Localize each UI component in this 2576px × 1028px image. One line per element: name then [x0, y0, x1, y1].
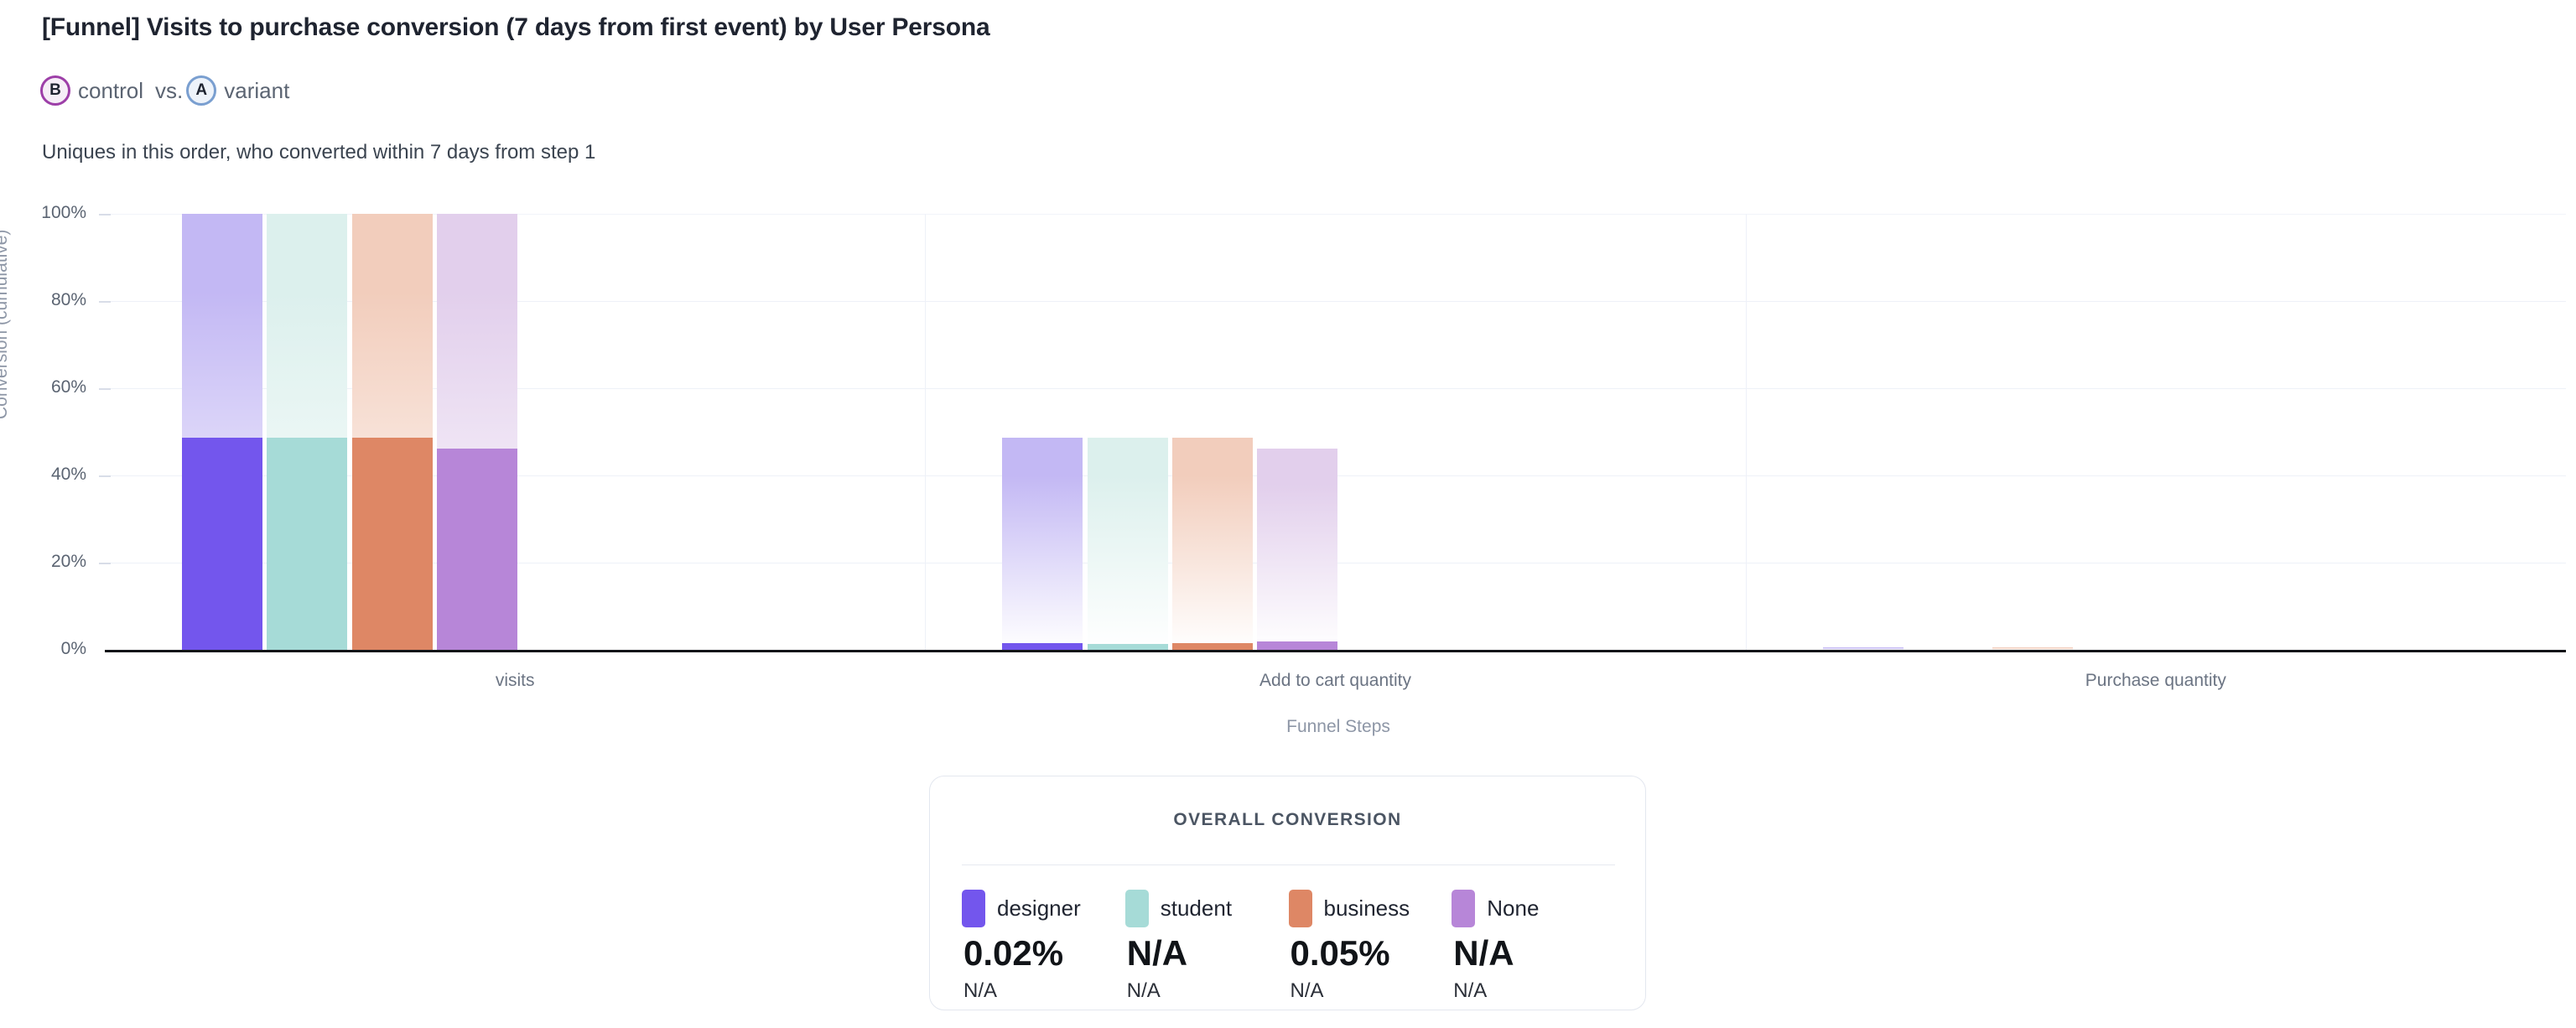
y-tick-mark: [99, 475, 111, 477]
x-tick-label: Add to cart quantity: [1259, 671, 1411, 690]
legend-item-head: None: [1452, 890, 1539, 927]
y-tick-label: 20%: [50, 552, 86, 571]
legend-conversion-value: N/A: [1453, 933, 1514, 973]
variant-a-label: variant: [224, 77, 290, 103]
bar-designer-1[interactable]: [1002, 643, 1083, 650]
bar-business-0[interactable]: [351, 438, 433, 650]
legend-color-swatch: [962, 890, 985, 927]
legend-item[interactable]: None N/A N/A: [1452, 890, 1615, 1001]
legend-series-name: designer: [997, 896, 1081, 921]
legend-conversion-value: N/A: [1126, 933, 1188, 973]
legend-item[interactable]: business 0.05% N/A: [1288, 890, 1452, 1002]
y-tick-label: 100%: [41, 203, 86, 222]
legend-color-swatch: [1124, 890, 1149, 927]
legend-conversion-value: 0.05%: [1290, 933, 1390, 973]
y-tick-mark: [99, 301, 111, 303]
legend-conversion-sub: N/A: [1290, 979, 1324, 1002]
vs-separator: vs.: [155, 77, 184, 103]
overall-conversion-card: OVERALL CONVERSION designer 0.02% N/A stude…: [929, 776, 1646, 1010]
legend-items: designer 0.02% N/A student N/A N/A business 0.0…: [962, 890, 1615, 1001]
bar-none-1[interactable]: [1257, 641, 1338, 650]
ghost-bar-designer-2[interactable]: [1822, 646, 1903, 650]
variant-b-label: control: [78, 77, 144, 103]
ghost-bar-none-1[interactable]: [1257, 448, 1338, 650]
x-axis-line: [105, 650, 2566, 652]
variant-comparison: B control vs. A variant: [40, 75, 298, 106]
y-tick-label: 40%: [50, 465, 86, 484]
legend-series-name: business: [1323, 896, 1410, 921]
y-tick-mark: [99, 388, 111, 390]
bar-student-0[interactable]: [267, 438, 348, 650]
bar-designer-0[interactable]: [182, 438, 262, 650]
legend-series-name: student: [1160, 896, 1233, 921]
bar-none-0[interactable]: [437, 448, 517, 650]
chart-subtitle: Uniques in this order, who converted wit…: [42, 141, 596, 164]
legend-item[interactable]: designer 0.02% N/A: [962, 890, 1125, 1001]
legend-series-name: None: [1487, 896, 1540, 921]
variant-a-badge[interactable]: A: [186, 75, 217, 106]
legend-conversion-value: 0.02%: [963, 933, 1064, 973]
category-separator: [1745, 214, 1747, 650]
category-separator: [925, 214, 927, 650]
y-tick-label: 60%: [50, 377, 86, 397]
x-axis-label: Funnel Steps: [1286, 717, 1390, 736]
y-tick-label: 80%: [50, 290, 86, 309]
ghost-bar-business-1[interactable]: [1172, 438, 1253, 650]
legend-item-head: designer: [962, 890, 1081, 927]
y-tick-label: 0%: [60, 639, 86, 658]
y-tick-mark: [99, 214, 111, 215]
gridline: [105, 214, 2566, 215]
plot-area: [105, 214, 2566, 650]
bar-student-1[interactable]: [1087, 644, 1168, 650]
legend-color-swatch: [1288, 890, 1312, 927]
ghost-bar-student-1[interactable]: [1087, 438, 1168, 650]
divider: [962, 864, 1615, 865]
funnel-chart: Conversion (cumulative) Funnel Steps 100…: [0, 203, 2566, 736]
legend-item-head: business: [1288, 890, 1410, 927]
x-tick-label: visits: [495, 671, 535, 690]
y-tick-mark: [99, 563, 111, 564]
legend-conversion-sub: N/A: [963, 979, 998, 1002]
ghost-bar-designer-1[interactable]: [1002, 438, 1083, 650]
legend-conversion-sub: N/A: [1453, 979, 1488, 1002]
page-title: [Funnel] Visits to purchase conversion (…: [42, 13, 990, 41]
legend-color-swatch: [1452, 890, 1476, 927]
x-tick-label: Purchase quantity: [2085, 671, 2226, 690]
legend-card-title: OVERALL CONVERSION: [1173, 810, 1402, 829]
legend-item-head: student: [1124, 890, 1233, 927]
legend-conversion-sub: N/A: [1126, 979, 1161, 1002]
gridline: [105, 301, 2566, 302]
ghost-bar-business-2[interactable]: [1992, 646, 2074, 650]
bar-business-1[interactable]: [1172, 643, 1253, 650]
variant-b-badge[interactable]: B: [40, 75, 70, 106]
gridline: [105, 388, 2566, 389]
legend-item[interactable]: student N/A N/A: [1124, 890, 1289, 1002]
